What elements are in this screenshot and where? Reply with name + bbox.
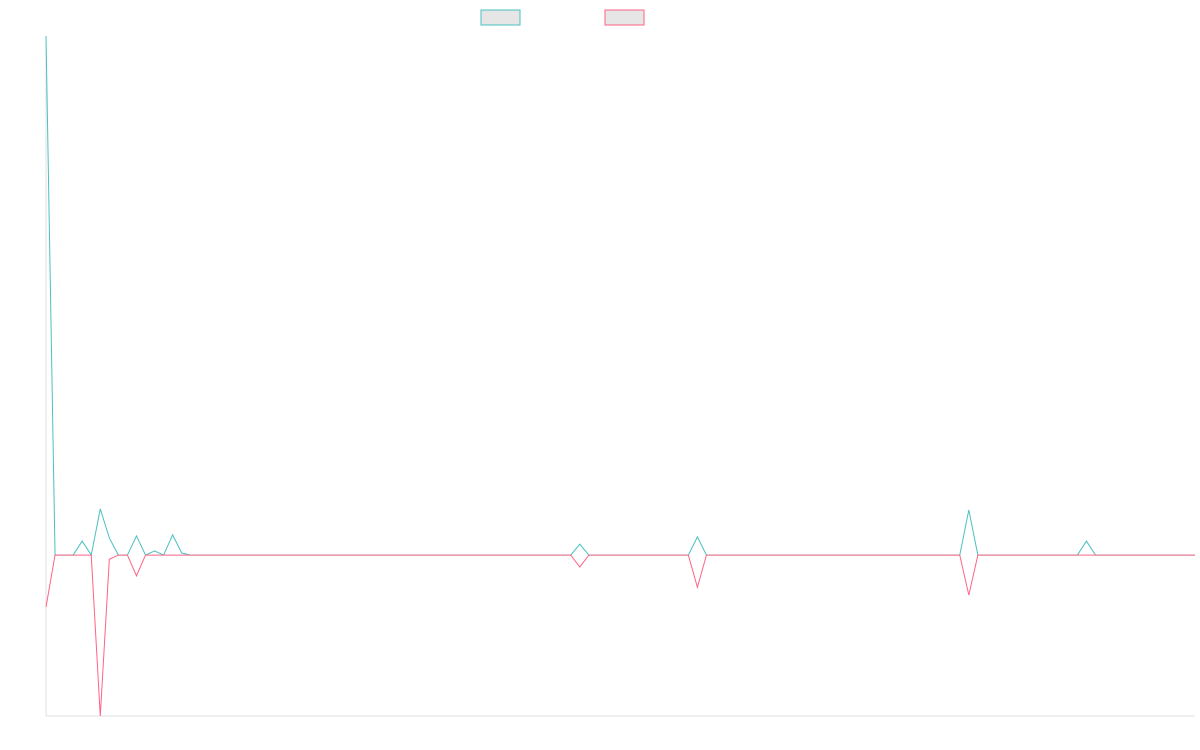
legend-swatch[interactable]	[604, 9, 645, 26]
line-series	[45, 35, 1195, 557]
legend-swatch[interactable]	[480, 9, 521, 26]
line-series	[45, 554, 1195, 717]
